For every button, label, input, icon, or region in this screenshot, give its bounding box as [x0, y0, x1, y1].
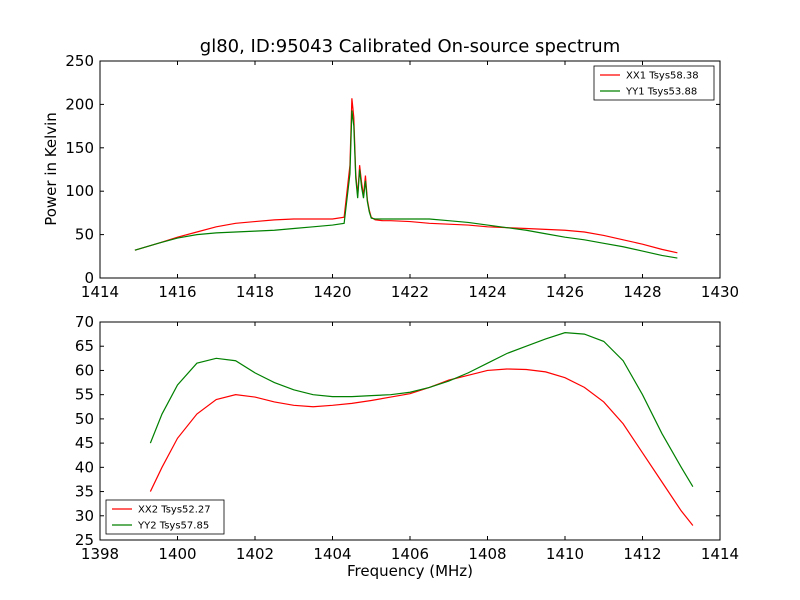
bottom-x-tick-label: 1402	[236, 545, 274, 563]
y-axis-label-top: Power in Kelvin	[42, 112, 60, 226]
bottom-y-tick-label: 40	[75, 458, 94, 476]
bottom-y-tick-label: 35	[75, 483, 94, 501]
top-x-tick-label: 1426	[546, 283, 584, 301]
top-y-tick-label: 250	[65, 52, 94, 70]
x-axis-label: Frequency (MHz)	[347, 562, 473, 580]
top-x-tick-label: 1416	[158, 283, 196, 301]
bottom-legend: XX2 Tsys52.27 YY2 Tsys57.85	[105, 499, 225, 535]
top-legend: XX1 Tsys58.38 YY1 Tsys53.88	[593, 65, 715, 101]
bottom-y-tick-label: 25	[75, 531, 94, 549]
bottom-x-tick-label: 1398	[81, 545, 119, 563]
bottom-y-tick-label: 45	[75, 434, 94, 452]
top-y-tick-label: 150	[65, 139, 94, 157]
top-legend-entry-2: YY1 Tsys53.88	[625, 87, 697, 98]
bottom-x-tick-label: 1404	[313, 545, 351, 563]
top-series-line-2	[134, 110, 678, 259]
top-x-tick-label: 1418	[236, 283, 274, 301]
bottom-y-tick-label: 30	[75, 507, 94, 525]
top-x-tick-label: 1422	[391, 283, 429, 301]
bottom-x-tick-label: 1414	[701, 545, 739, 563]
bottom-series-line-1	[149, 368, 694, 526]
top-x-tick-label: 1414	[81, 283, 119, 301]
bottom-x-tick-label: 1412	[623, 545, 661, 563]
top-x-tick-label: 1424	[468, 283, 506, 301]
top-legend-entry-1: XX1 Tsys58.38	[626, 71, 699, 82]
bottom-y-tick-label: 50	[75, 410, 94, 428]
bottom-y-tick-label: 55	[75, 386, 94, 404]
bottom-x-tick-label: 1406	[391, 545, 429, 563]
bottom-legend-box	[105, 499, 225, 535]
top-x-tick-label: 1420	[313, 283, 351, 301]
bottom-x-tick-label: 1410	[546, 545, 584, 563]
bottom-legend-entry-2: YY2 Tsys57.85	[137, 521, 209, 532]
bottom-x-tick-label: 1408	[468, 545, 506, 563]
chart-title: gl80, ID:95043 Calibrated On-source spec…	[200, 36, 620, 57]
bottom-y-tick-label: 60	[75, 361, 94, 379]
bottom-x-tick-label: 1400	[158, 545, 196, 563]
bottom-legend-entry-1: XX2 Tsys52.27	[138, 505, 211, 516]
top-x-tick-label: 1430	[701, 283, 739, 301]
bottom-panel: 1398 1400 1402 1404 1406 1408 1410 1412 1414 25 30…	[75, 313, 739, 563]
top-x-tick-label: 1428	[623, 283, 661, 301]
bottom-y-tick-label: 65	[75, 337, 94, 355]
top-legend-box	[593, 65, 715, 101]
top-y-tick-label: 50	[75, 226, 94, 244]
top-y-tick-label: 100	[65, 182, 94, 200]
top-panel: 1414 1416 1418 1420 1422 1424 1426 1428 1430 0 50 1…	[65, 52, 739, 301]
bottom-series-line-2	[149, 332, 694, 488]
top-y-tick-label: 0	[84, 269, 94, 287]
bottom-y-tick-label: 70	[75, 313, 94, 331]
top-y-tick-label: 200	[65, 95, 94, 113]
